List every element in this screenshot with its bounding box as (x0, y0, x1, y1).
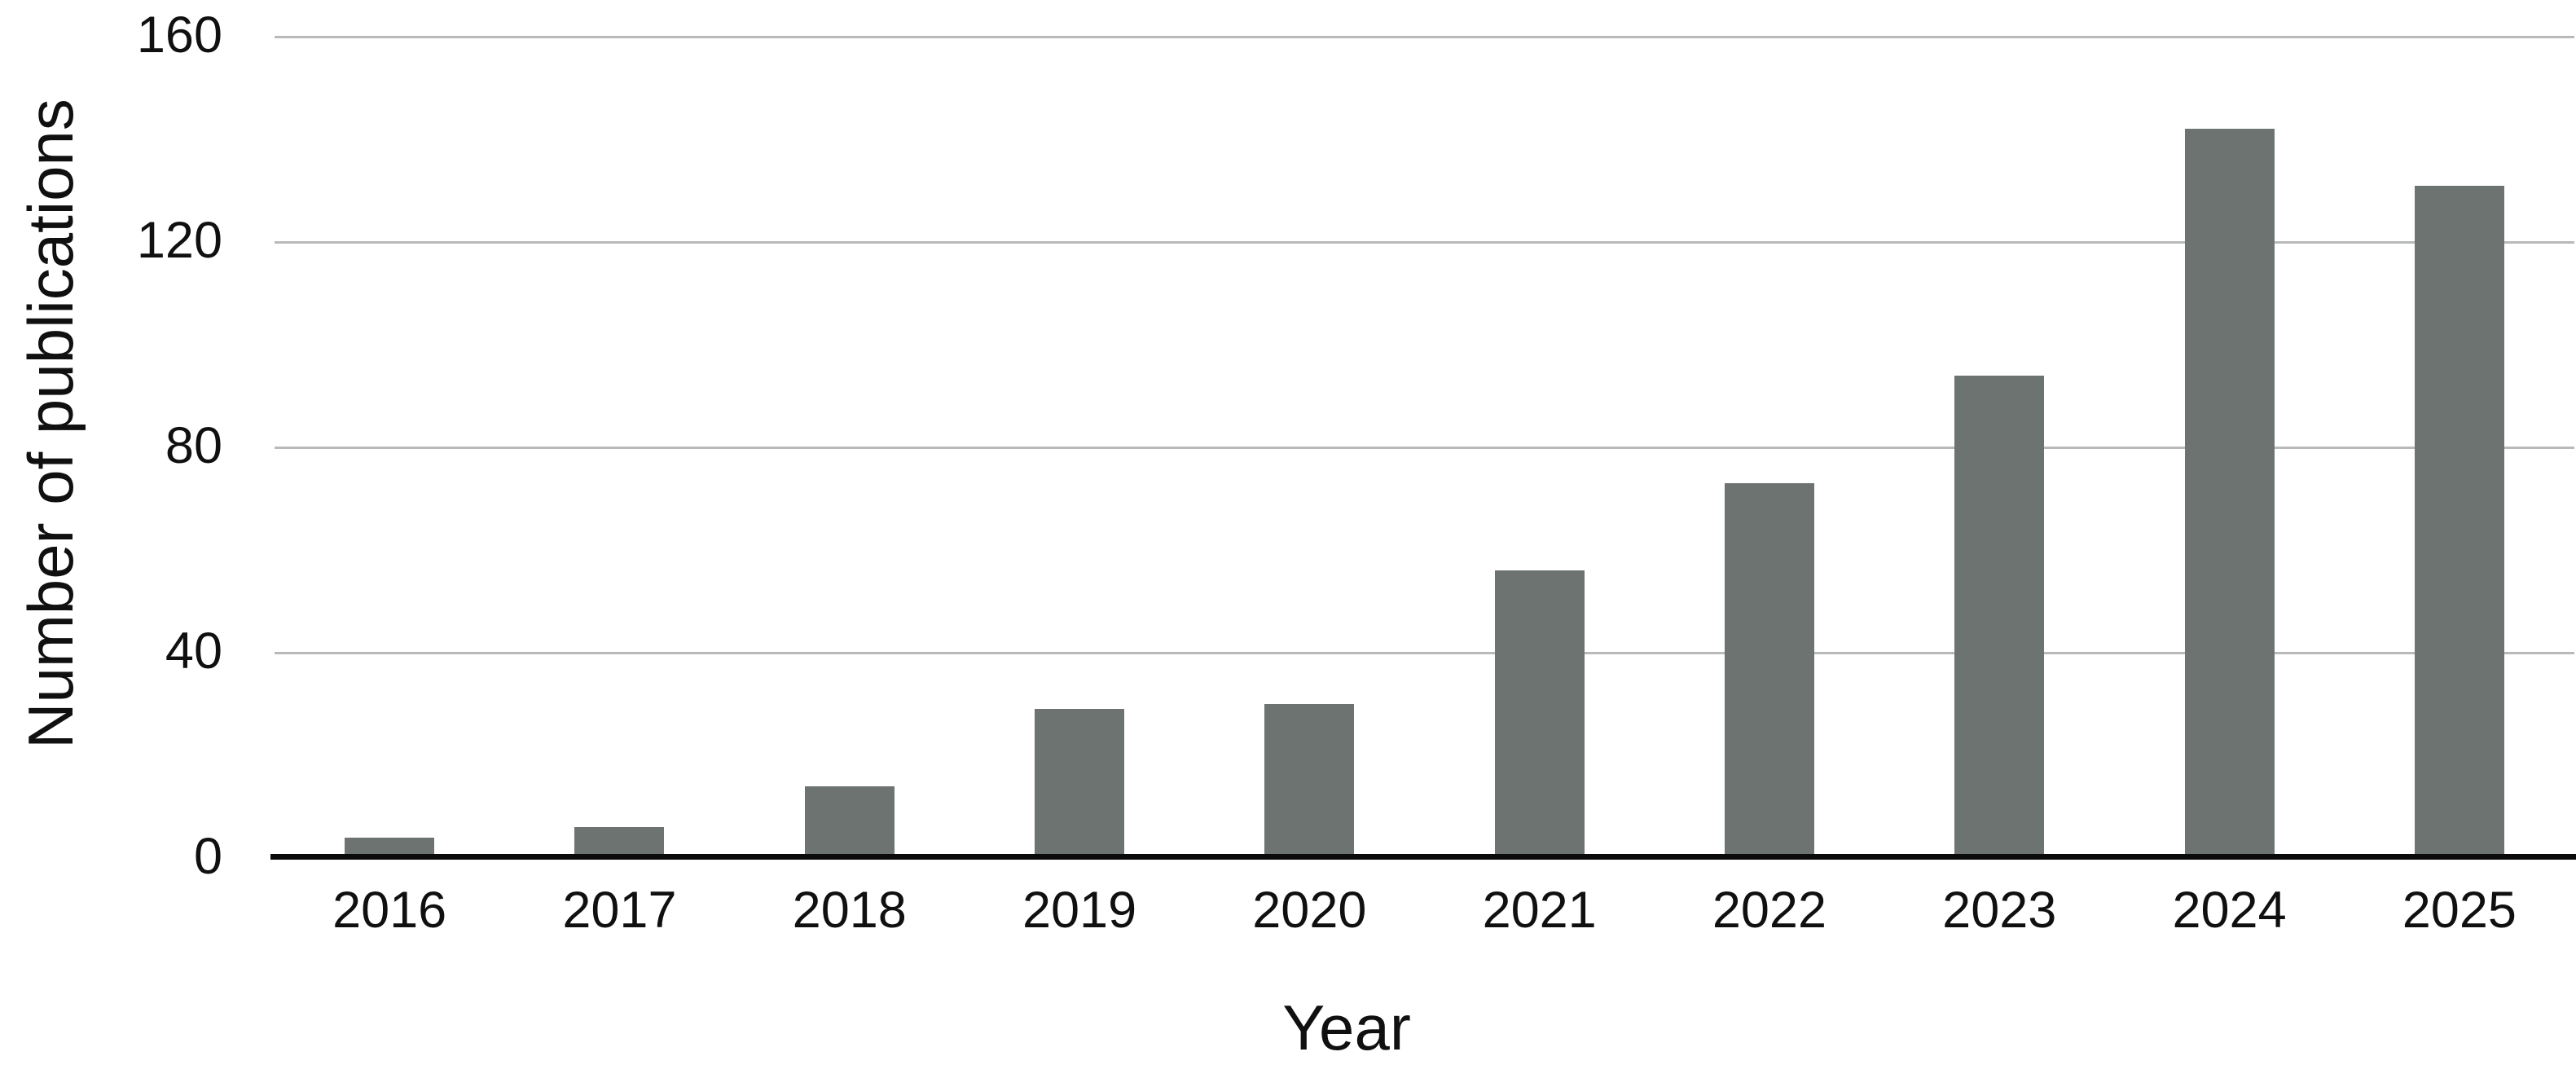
y-tick-80: 80 (165, 417, 222, 475)
x-tick-2016: 2016 (332, 882, 447, 939)
x-axis-title: Year (1282, 992, 1411, 1063)
gridline-40 (275, 651, 2574, 654)
bar-2023 (1954, 375, 2045, 858)
y-tick-160: 160 (136, 7, 222, 64)
x-tick-2023: 2023 (1942, 882, 2057, 939)
y-tick-0: 0 (193, 828, 222, 886)
x-tick-2024: 2024 (2172, 882, 2287, 939)
bar-2019 (1035, 709, 1125, 858)
gridline-80 (275, 446, 2574, 449)
x-tick-2017: 2017 (562, 882, 677, 939)
x-tick-2025: 2025 (2402, 882, 2517, 939)
plot-area (270, 35, 2576, 860)
gridline-160 (275, 35, 2574, 38)
x-tick-2021: 2021 (1482, 882, 1597, 939)
x-tick-2022: 2022 (1712, 882, 1827, 939)
x-axis-line (270, 854, 2576, 860)
bar-2024 (2184, 129, 2275, 858)
bar-2021 (1494, 570, 1585, 858)
bar-2017 (574, 827, 665, 858)
bar-2018 (804, 786, 895, 858)
gridline-120 (275, 240, 2574, 244)
x-tick-2018: 2018 (792, 882, 907, 939)
y-tick-120: 120 (136, 212, 222, 270)
y-axis-tick-labels: 0 40 80 120 160 (0, 10, 222, 882)
bar-2022 (1724, 483, 1814, 858)
y-tick-40: 40 (165, 623, 222, 680)
bar-2020 (1264, 704, 1355, 858)
x-axis-tick-labels: 2016 2017 2018 2019 2020 2021 2022 2023 2024 2025 (275, 885, 2574, 942)
x-tick-2020: 2020 (1252, 882, 1367, 939)
bar-2025 (2414, 185, 2504, 858)
x-tick-2019: 2019 (1022, 882, 1137, 939)
